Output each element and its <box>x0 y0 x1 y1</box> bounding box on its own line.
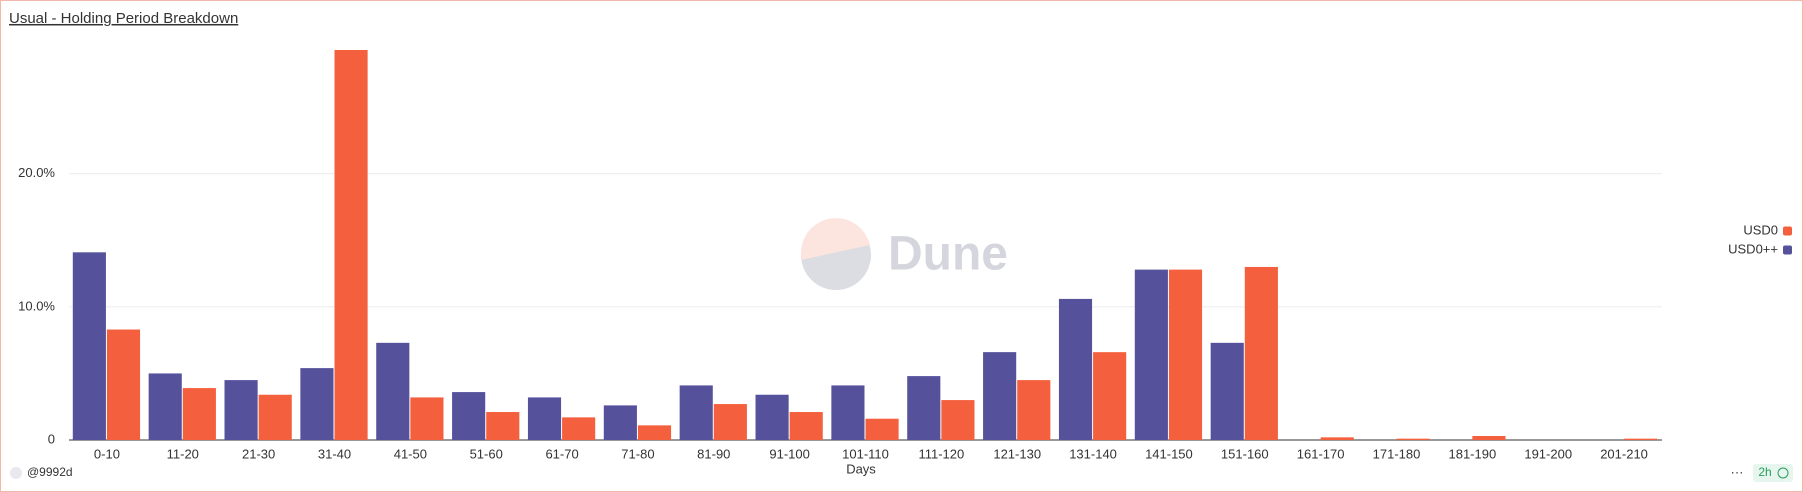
y-tick-label: 10.0% <box>18 298 55 313</box>
x-tick-label: 151-160 <box>1221 446 1269 461</box>
x-tick-label: 71-80 <box>621 446 654 461</box>
bar <box>1396 438 1430 440</box>
watermark-logo <box>801 220 871 290</box>
legend-swatch <box>1783 245 1792 255</box>
bar <box>148 373 182 440</box>
bar <box>907 376 941 440</box>
watermark-text: Dune <box>888 228 1008 281</box>
chart-title[interactable]: Usual - Holding Period Breakdown <box>9 10 238 27</box>
refresh-time[interactable]: 2h <box>1758 465 1771 479</box>
user-avatar <box>10 467 22 479</box>
bar <box>486 412 520 440</box>
bar <box>1210 342 1244 440</box>
bar <box>182 388 216 440</box>
bar <box>1320 437 1354 440</box>
x-tick-label: 111-120 <box>918 446 964 461</box>
bar <box>679 385 713 440</box>
bar <box>1472 436 1506 440</box>
x-tick-label: 141-150 <box>1145 446 1193 461</box>
x-tick-label: 0-10 <box>94 446 120 461</box>
bar <box>410 397 444 440</box>
x-tick-label: 161-170 <box>1297 446 1345 461</box>
x-tick-label: 201-210 <box>1600 446 1648 461</box>
bar <box>334 49 368 440</box>
bar <box>1017 380 1051 440</box>
x-tick-label: 91-100 <box>769 446 809 461</box>
bar <box>637 425 672 440</box>
x-axis-label: Days <box>846 461 876 476</box>
x-tick-label: 121-130 <box>993 446 1041 461</box>
bar <box>258 394 292 440</box>
x-tick-label: 41-50 <box>394 446 427 461</box>
watermark-logo <box>800 218 870 260</box>
bar <box>603 405 637 440</box>
bar <box>865 418 899 440</box>
legend-label: USD0++ <box>1728 241 1778 256</box>
bar <box>1244 266 1278 440</box>
refresh-icon <box>1777 467 1789 479</box>
bar <box>72 252 106 440</box>
bar <box>789 412 823 440</box>
x-tick-label: 101-110 <box>842 446 889 461</box>
bar <box>527 397 562 440</box>
x-tick-label: 191-200 <box>1524 446 1572 461</box>
bar <box>1058 298 1093 440</box>
x-tick-label: 181-190 <box>1448 446 1496 461</box>
legend-label: USD0 <box>1743 222 1778 237</box>
bar <box>1624 438 1658 440</box>
bar <box>941 400 975 440</box>
bar <box>1093 352 1127 440</box>
bar <box>300 368 334 440</box>
bar <box>831 385 865 440</box>
bar <box>713 404 747 440</box>
bar <box>755 394 789 440</box>
bar <box>452 392 486 440</box>
x-tick-label: 21-30 <box>242 446 275 461</box>
y-tick-label: 0 <box>48 431 55 446</box>
y-tick-label: 20.0% <box>18 165 55 180</box>
bar <box>562 417 596 440</box>
x-tick-label: 131-140 <box>1069 446 1117 461</box>
legend-swatch <box>1783 226 1792 236</box>
x-tick-label: 31-40 <box>318 446 351 461</box>
bar <box>224 380 258 440</box>
x-tick-label: 171-180 <box>1373 446 1421 461</box>
bar <box>1168 269 1203 440</box>
footer-user[interactable]: @9992d <box>27 465 73 479</box>
watermark: Dune <box>800 218 1008 290</box>
menu-button[interactable]: ··· <box>1731 464 1744 479</box>
x-tick-label: 61-70 <box>545 446 578 461</box>
bar <box>1134 269 1168 440</box>
x-tick-label: 51-60 <box>470 446 503 461</box>
bar <box>106 329 141 440</box>
bar <box>376 342 410 440</box>
x-tick-label: 81-90 <box>697 446 730 461</box>
bar <box>983 352 1017 440</box>
x-tick-label: 11-20 <box>167 446 199 461</box>
